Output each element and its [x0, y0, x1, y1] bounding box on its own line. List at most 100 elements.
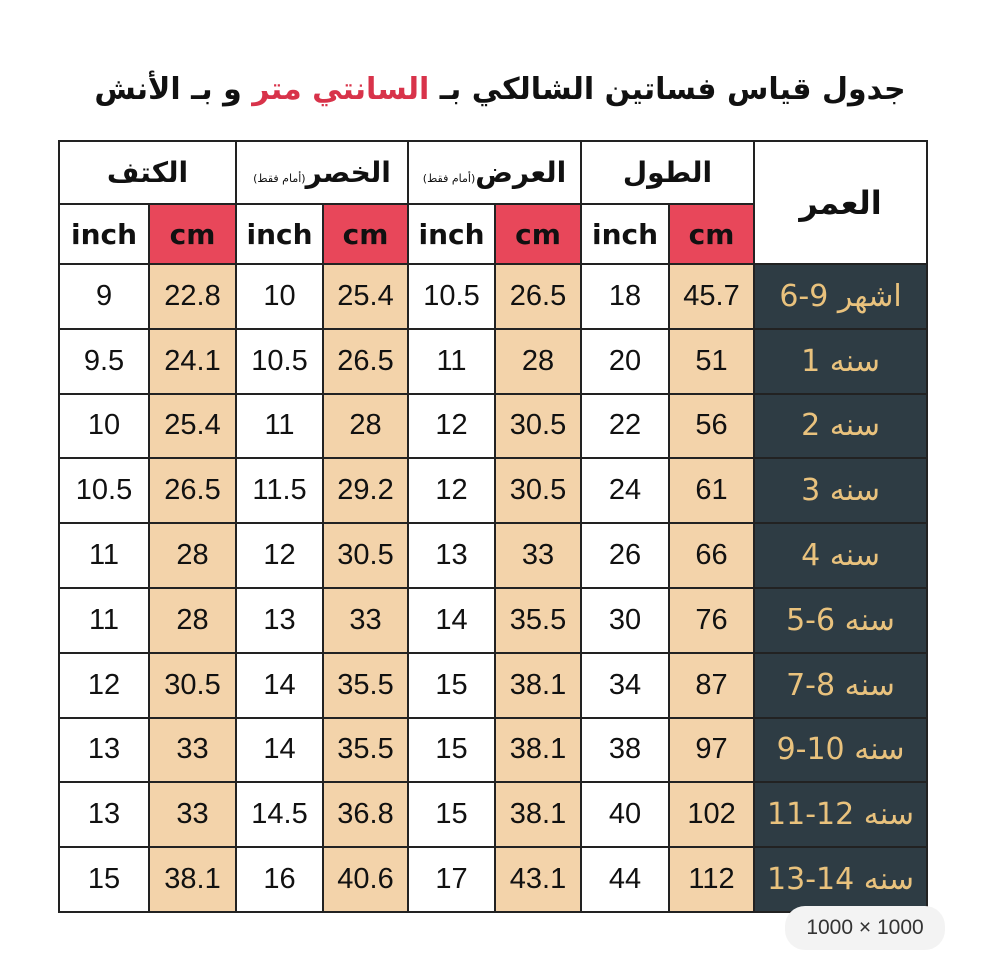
value-cell: 30.5	[494, 457, 583, 525]
table-row: 5-6 سنه 76 30 35.5 14 33 13 28 11	[57, 586, 929, 654]
table-row: 2 سنه 56 22 30.5 12 28 11 25.4 10	[57, 392, 929, 460]
unit-header: cm	[322, 203, 410, 265]
age-cell: 3 سنه	[753, 457, 929, 525]
value-cell: 28	[322, 392, 410, 460]
value-cell: 20	[580, 327, 671, 395]
group-title: الطول	[622, 156, 713, 189]
table-row: 7-8 سنه 87 34 38.1 15 35.5 14 30.5 12	[57, 651, 929, 719]
value-cell: 35.5	[322, 651, 410, 719]
unit-header: inch	[580, 203, 671, 265]
age-cell: 1 سنه	[753, 327, 929, 395]
value-cell: 24	[580, 457, 671, 525]
value-cell: 10.5	[57, 457, 151, 525]
value-cell: 33	[494, 522, 583, 589]
value-cell: 25.4	[148, 392, 238, 460]
value-cell: 14	[235, 651, 325, 719]
group-header: الكتف	[57, 140, 238, 205]
value-cell: 15	[57, 846, 151, 913]
value-cell: 10.5	[235, 327, 325, 395]
value-cell: 97	[668, 716, 756, 784]
value-cell: 10.5	[407, 263, 497, 330]
age-cell: 7-8 سنه	[753, 651, 929, 719]
title: جدول قياس فساتين الشالكي بـ السانتي متر …	[0, 72, 1000, 107]
value-cell: 11	[235, 392, 325, 460]
age-cell: 9-10 سنه	[753, 716, 929, 784]
value-cell: 30.5	[148, 651, 238, 719]
value-cell: 22	[580, 392, 671, 460]
table-row: 1 سنه 51 20 28 11 26.5 10.5 24.1 9.5	[57, 327, 929, 395]
group-note: (أمام فقط)	[253, 172, 306, 185]
value-cell: 87	[668, 651, 756, 719]
value-cell: 112	[668, 846, 756, 913]
value-cell: 24.1	[148, 327, 238, 395]
value-cell: 14.5	[235, 781, 325, 849]
value-cell: 51	[668, 327, 756, 395]
value-cell: 18	[580, 263, 671, 330]
value-cell: 12	[235, 522, 325, 589]
title-text: و بـ الأنش	[94, 72, 242, 107]
value-cell: 30.5	[494, 392, 583, 460]
group-header: العرض(أمام فقط)	[407, 140, 583, 205]
value-cell: 76	[668, 586, 756, 654]
group-title: الخصر	[305, 156, 391, 189]
unit-header: cm	[148, 203, 238, 265]
value-cell: 28	[494, 327, 583, 395]
value-cell: 25.4	[322, 263, 410, 330]
value-cell: 13	[407, 522, 497, 589]
value-cell: 13	[57, 716, 151, 784]
group-header: الخصر(أمام فقط)	[235, 140, 410, 205]
unit-header: inch	[407, 203, 497, 265]
title-text: جدول قياس فساتين الشالكي بـ	[439, 72, 906, 107]
age-cell: 13-14 سنه	[753, 846, 929, 913]
value-cell: 28	[148, 586, 238, 654]
value-cell: 9.5	[57, 327, 151, 395]
unit-header: cm	[668, 203, 756, 265]
unit-header: inch	[235, 203, 325, 265]
unit-header: cm	[494, 203, 583, 265]
value-cell: 29.2	[322, 457, 410, 525]
value-cell: 38.1	[494, 651, 583, 719]
age-cell: 11-12 سنه	[753, 781, 929, 849]
value-cell: 9	[57, 263, 151, 330]
value-cell: 11	[57, 586, 151, 654]
value-cell: 33	[148, 781, 238, 849]
size-badge: 1000 × 1000	[785, 906, 945, 950]
age-header: العمر	[753, 140, 929, 265]
value-cell: 38.1	[494, 716, 583, 784]
age-cell: 5-6 سنه	[753, 586, 929, 654]
value-cell: 22.8	[148, 263, 238, 330]
value-cell: 17	[407, 846, 497, 913]
value-cell: 30.5	[322, 522, 410, 589]
value-cell: 33	[148, 716, 238, 784]
value-cell: 26.5	[148, 457, 238, 525]
group-header: الطول	[580, 140, 756, 205]
table-row: 9-10 سنه 97 38 38.1 15 35.5 14 33 13	[57, 716, 929, 784]
value-cell: 14	[235, 716, 325, 784]
value-cell: 13	[57, 781, 151, 849]
value-cell: 40.6	[322, 846, 410, 913]
value-cell: 16	[235, 846, 325, 913]
age-cell: 4 سنه	[753, 522, 929, 589]
value-cell: 26.5	[322, 327, 410, 395]
value-cell: 56	[668, 392, 756, 460]
value-cell: 11.5	[235, 457, 325, 525]
value-cell: 13	[235, 586, 325, 654]
value-cell: 38	[580, 716, 671, 784]
value-cell: 26	[580, 522, 671, 589]
table-row: 13-14 سنه 112 44 43.1 17 40.6 16 38.1 15	[57, 846, 929, 913]
value-cell: 15	[407, 651, 497, 719]
table-row: 11-12 سنه 102 40 38.1 15 36.8 14.5 33 13	[57, 781, 929, 849]
size-table: العمر الطول العرض(أمام فقط) الخصر(أمام فقط)…	[57, 140, 929, 913]
table-row: 6-9 اشهر 45.7 18 26.5 10.5 25.4 10 22.8 9	[57, 263, 929, 330]
value-cell: 35.5	[322, 716, 410, 784]
value-cell: 66	[668, 522, 756, 589]
value-cell: 61	[668, 457, 756, 525]
group-note: (أمام فقط)	[422, 172, 476, 185]
value-cell: 35.5	[494, 586, 583, 654]
value-cell: 10	[235, 263, 325, 330]
value-cell: 10	[57, 392, 151, 460]
age-cell: 2 سنه	[753, 392, 929, 460]
value-cell: 12	[57, 651, 151, 719]
group-title: العرض	[475, 156, 567, 189]
